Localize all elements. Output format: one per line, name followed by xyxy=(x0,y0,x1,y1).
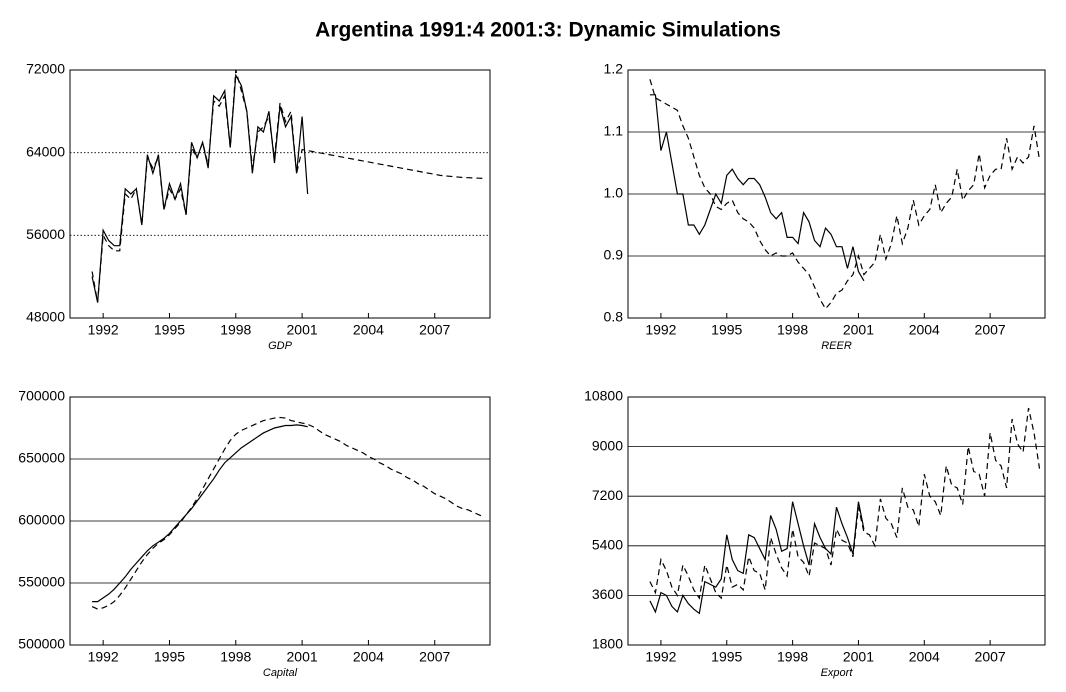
y-tick-label: 500000 xyxy=(18,636,65,652)
y-tick-label: 48000 xyxy=(26,309,65,325)
y-tick-label: 9000 xyxy=(592,437,623,453)
x-tick-label: 1992 xyxy=(88,649,119,665)
panel: 500000 550000 600000 650000 700000 1992 1995 19… xyxy=(18,388,491,679)
series-line xyxy=(649,407,1041,600)
x-tick-label: 1995 xyxy=(711,649,742,665)
y-tick-label: 0.8 xyxy=(604,309,624,325)
x-tick-label: 1995 xyxy=(154,322,185,338)
x-tick-label: 1998 xyxy=(220,649,251,665)
y-tick-label: 1.2 xyxy=(604,61,624,77)
y-tick-label: 64000 xyxy=(26,143,65,159)
x-tick-label: 1992 xyxy=(645,649,676,665)
y-tick-label: 10800 xyxy=(584,388,623,404)
y-tick-label: 550000 xyxy=(18,574,65,590)
x-axis-label: Capital xyxy=(263,667,298,679)
x-tick-label: 1998 xyxy=(777,322,808,338)
y-tick-label: 0.9 xyxy=(604,247,624,263)
x-tick-label: 1992 xyxy=(88,322,119,338)
plot-frame xyxy=(627,396,1046,646)
x-tick-label: 1992 xyxy=(645,322,676,338)
y-tick-label: 5400 xyxy=(592,537,623,553)
panel: 1800 3600 5400 7200 9000 10800 1992 1995 1998 200… xyxy=(584,388,1046,679)
plot-frame xyxy=(69,396,491,646)
x-tick-label: 1998 xyxy=(777,649,808,665)
x-tick-label: 2004 xyxy=(909,649,940,665)
y-tick-label: 1800 xyxy=(592,636,623,652)
x-tick-label: 2007 xyxy=(419,649,450,665)
y-tick-label: 700000 xyxy=(18,388,65,404)
x-tick-label: 1995 xyxy=(711,322,742,338)
x-tick-label: 2004 xyxy=(909,322,940,338)
page-title: Argentina 1991:4 2001:3: Dynamic Simulat… xyxy=(315,19,781,42)
series-line xyxy=(649,501,865,615)
plot-frame xyxy=(69,69,491,319)
x-tick-label: 2001 xyxy=(843,649,874,665)
x-tick-label: 2007 xyxy=(975,322,1006,338)
series-line xyxy=(91,69,485,303)
x-tick-label: 2001 xyxy=(843,322,874,338)
panel: 48000 56000 64000 72000 1992 1995 1998 2001 2004… xyxy=(26,61,491,352)
y-tick-label: 600000 xyxy=(18,512,65,528)
x-tick-label: 2007 xyxy=(419,322,450,338)
y-tick-label: 56000 xyxy=(26,226,65,242)
panel: 0.8 0.9 1.0 1.1 1.2 1992 1995 1998 2001 2004 2007 R… xyxy=(604,61,1046,352)
x-tick-label: 2004 xyxy=(353,649,384,665)
y-tick-label: 7200 xyxy=(592,487,623,503)
x-tick-label: 2004 xyxy=(353,322,384,338)
x-axis-label: GDP xyxy=(268,340,293,352)
x-tick-label: 2007 xyxy=(975,649,1006,665)
y-tick-label: 72000 xyxy=(26,61,65,77)
series-line xyxy=(649,79,1041,310)
x-tick-label: 1995 xyxy=(154,649,185,665)
y-tick-label: 3600 xyxy=(592,586,623,602)
x-tick-label: 2001 xyxy=(287,322,318,338)
x-tick-label: 1998 xyxy=(220,322,251,338)
series-line xyxy=(91,73,309,303)
y-tick-label: 650000 xyxy=(18,450,65,466)
series-line xyxy=(92,424,308,603)
x-tick-label: 2001 xyxy=(287,649,318,665)
plot-frame xyxy=(627,69,1046,319)
y-tick-label: 1.1 xyxy=(604,123,624,139)
series-line xyxy=(649,94,865,282)
x-axis-label: REER xyxy=(821,340,852,352)
y-tick-label: 1.0 xyxy=(604,185,624,201)
x-axis-label: Export xyxy=(821,667,854,679)
